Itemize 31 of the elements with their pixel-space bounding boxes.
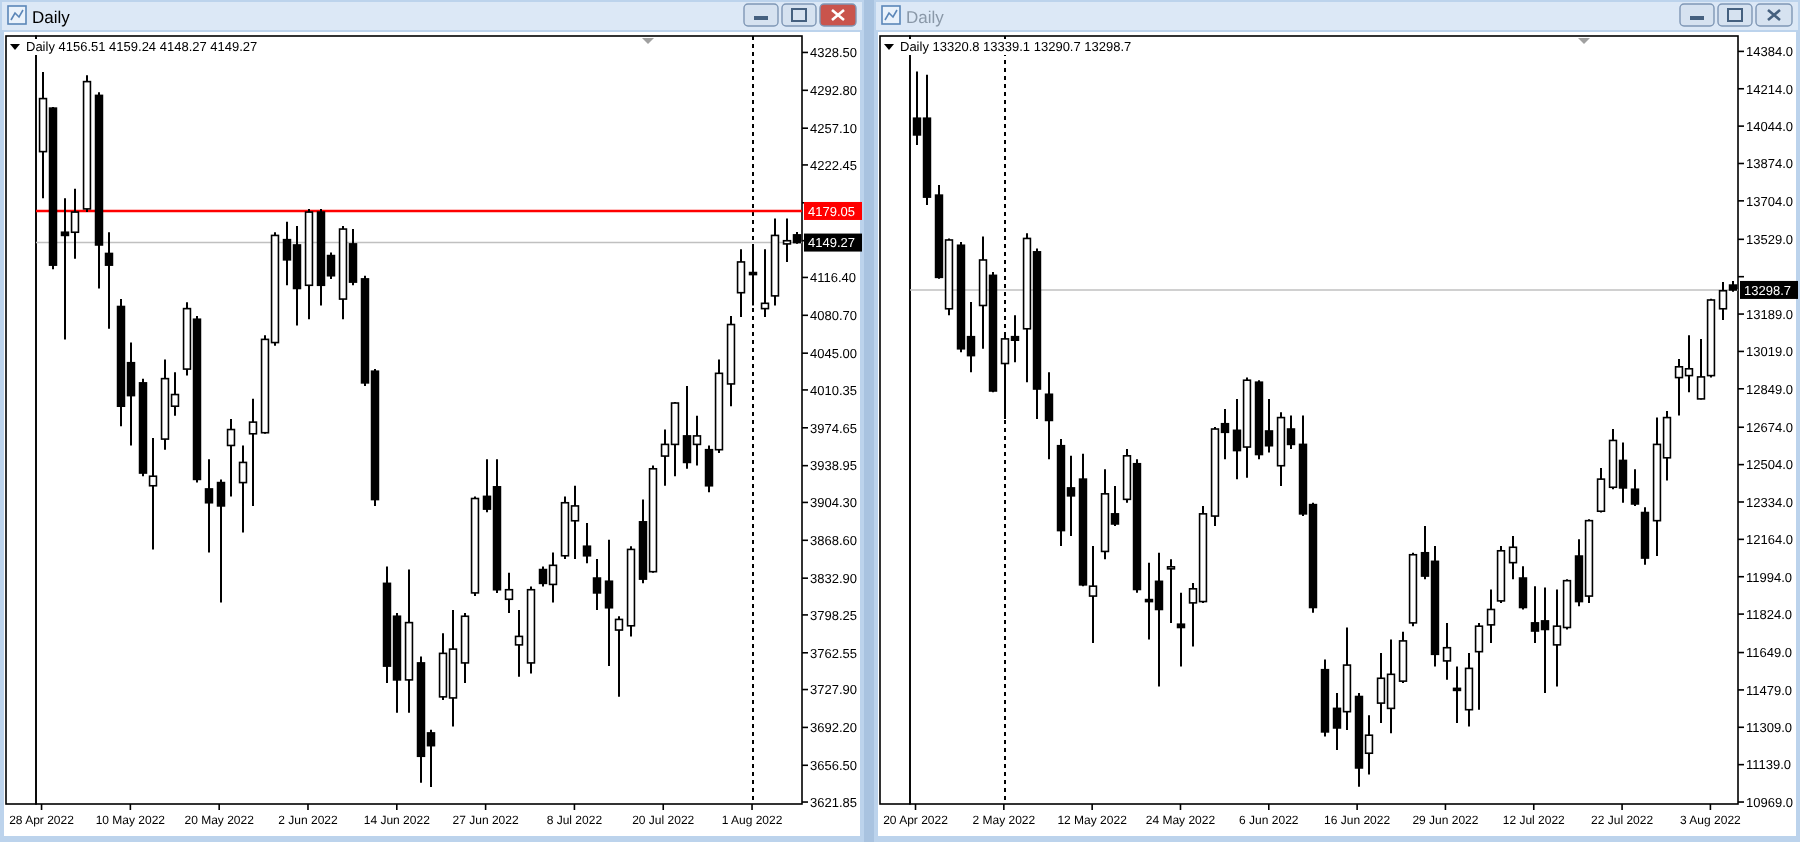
candlestick: [504, 571, 514, 615]
candlestick: [1398, 630, 1408, 685]
candlestick: [1596, 466, 1606, 514]
candlestick: [460, 612, 470, 685]
candlestick: [238, 444, 248, 534]
candlestick: [1474, 621, 1484, 711]
candlestick: [1176, 591, 1186, 668]
candlestick: [248, 397, 258, 507]
candlestick: [104, 231, 114, 330]
candlestick: [1442, 621, 1452, 681]
candlestick: [1630, 468, 1640, 507]
candlestick: [1486, 588, 1496, 644]
candlestick: [1640, 506, 1650, 566]
candlestick: [1464, 651, 1474, 728]
candlestick: [582, 521, 592, 565]
candlestick: [1044, 371, 1054, 461]
candlestick: [204, 458, 214, 554]
candlestick: [604, 538, 614, 668]
candlestick: [216, 478, 226, 604]
chart-title: Daily: [32, 7, 72, 27]
candlestick: [1518, 565, 1528, 611]
candlestick: [514, 608, 524, 678]
candlestick: [226, 417, 236, 498]
candlestick: [614, 615, 624, 698]
candlestick: [1166, 558, 1176, 624]
candlestick: [1508, 535, 1518, 581]
candlestick: [592, 557, 602, 611]
candlestick: [1696, 337, 1706, 401]
chart-title: Daily: [906, 7, 946, 27]
candlestick: [736, 248, 746, 319]
candlestick: [148, 437, 158, 551]
